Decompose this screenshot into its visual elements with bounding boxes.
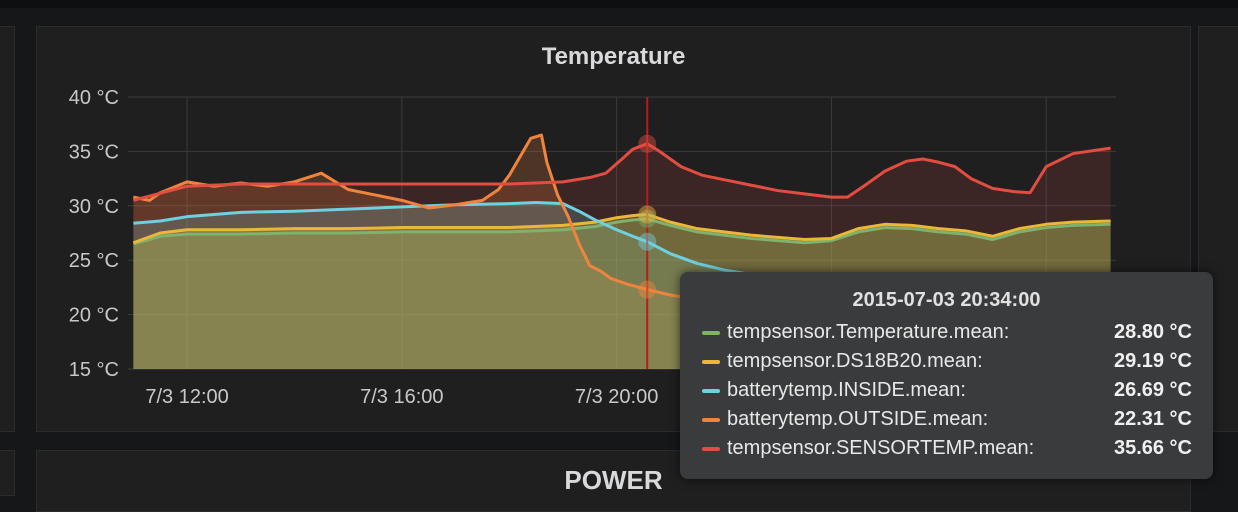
series-swatch [702,447,720,451]
x-tick-label: 7/3 12:00 [145,386,228,408]
tooltip-series-name: tempsensor.SENSORTEMP.mean: [727,437,1035,459]
y-tick-label: 40 °C [69,87,119,109]
hover-point [638,232,657,251]
series-swatch [702,389,720,393]
y-axis: 15 °C 20 °C 25 °C 30 °C 35 °C 40 °C [69,87,119,381]
tooltip-series-name: batterytemp.INSIDE.mean: [727,379,966,401]
tooltip-row: batterytemp.OUTSIDE.mean: 22.31 °C [702,408,1192,434]
tooltip-series-value: 22.31 °C [1113,408,1192,430]
top-bar [0,0,1238,8]
series-swatch [702,360,720,364]
hover-point [638,134,657,153]
series-line [133,201,832,284]
x-tick-label: 7/3 16:00 [360,386,443,408]
tooltip-row: batterytemp.INSIDE.mean: 26.69 °C [702,379,1192,405]
tooltip-series-value: 29.19 °C [1113,350,1192,372]
series-swatch [702,418,720,422]
x-tick-label: 7/3 20:00 [575,386,658,408]
tooltip-series-value: 28.80 °C [1113,321,1192,343]
hover-marker [638,97,657,369]
series-area [133,202,832,369]
left-panel-edge [0,26,15,432]
y-tick-label: 15 °C [69,359,119,381]
tooltip-series-name: batterytemp.OUTSIDE.mean: [727,408,989,430]
tooltip-row: tempsensor.SENSORTEMP.mean: 35.66 °C [702,437,1192,463]
y-tick-label: 20 °C [69,305,119,327]
left-lower-panel-edge [0,450,15,496]
tooltip-row: tempsensor.Temperature.mean: 28.80 °C [702,321,1192,347]
series-swatch [702,331,720,335]
hover-point [638,205,657,224]
series-line [132,142,1111,202]
hover-point [638,209,657,228]
series-line [132,213,1111,245]
tooltip-series-value: 26.69 °C [1113,379,1192,401]
tooltip-series-value: 35.66 °C [1113,437,1192,459]
power-panel-title[interactable]: POWER [564,465,663,495]
y-tick-label: 25 °C [69,250,119,272]
panel-title[interactable]: Temperature [541,43,686,70]
tooltip-time: 2015-07-03 20:34:00 [852,289,1041,311]
series-line [132,217,1111,246]
y-tick-label: 30 °C [69,196,119,218]
tooltip-series-name: tempsensor.DS18B20.mean: [727,350,983,372]
y-tick-label: 35 °C [69,141,119,163]
x-axis: 7/3 12:00 7/3 16:00 7/3 20:00 [145,386,658,408]
chart-tooltip: 2015-07-03 20:34:00 tempsensor.Temperatu… [680,272,1213,479]
tooltip-row: tempsensor.DS18B20.mean: 29.19 °C [702,350,1192,376]
hover-point [638,280,657,299]
series-lines [132,133,1111,301]
tooltip-series-name: tempsensor.Temperature.mean: [727,321,1010,343]
